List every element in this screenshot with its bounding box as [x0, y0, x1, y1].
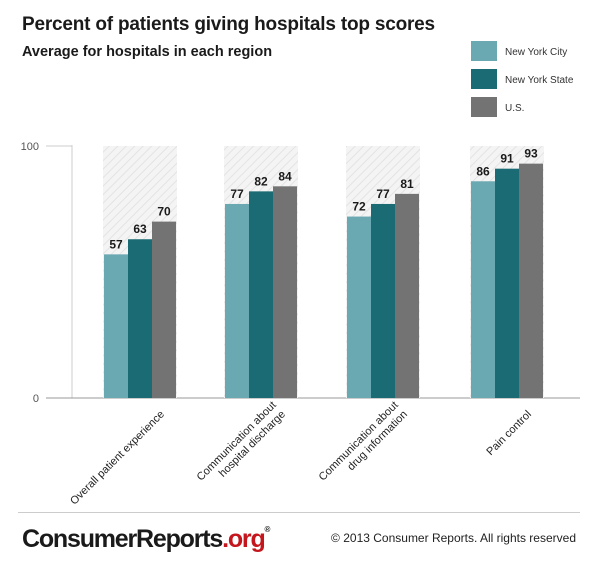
legend-swatch [471, 41, 497, 61]
consumer-reports-logo: ConsumerReports.org® [22, 525, 271, 553]
legend-swatch [471, 97, 497, 117]
data-label: 77 [230, 187, 244, 201]
legend-label: U.S. [505, 103, 524, 114]
bar-chart: New York City New York State U.S. 0 100 57 6… [21, 41, 580, 505]
x-tick-label-line: Overall patient experience [68, 408, 167, 505]
bar [519, 163, 543, 398]
footer-divider [18, 512, 580, 513]
data-label: 93 [524, 147, 538, 161]
data-label: 70 [157, 205, 171, 219]
x-tick-label: Pain control [484, 408, 534, 458]
legend-label: New York City [505, 47, 567, 58]
data-label: 72 [352, 200, 366, 214]
bar [395, 193, 419, 398]
data-label: 82 [254, 174, 268, 188]
value-labels: 57 63 70 77 82 84 72 77 81 86 91 93 [109, 147, 538, 252]
x-tick-label-line: Communication about [195, 399, 279, 483]
bar [225, 203, 249, 398]
legend: New York City New York State U.S. [471, 41, 574, 117]
legend-label: New York State [505, 75, 574, 86]
data-label: 81 [400, 177, 414, 191]
x-axis-labels: Overall patient experience Communication … [68, 399, 534, 505]
bar [495, 168, 519, 398]
copyright-notice: © 2013 Consumer Reports. All rights rese… [331, 531, 576, 545]
bar [104, 254, 128, 398]
chart-title: Percent of patients giving hospitals top… [22, 14, 435, 35]
x-tick-label-line: Pain control [484, 408, 534, 458]
data-label: 86 [476, 164, 490, 178]
bar [249, 191, 273, 398]
bar [471, 181, 495, 398]
data-label: 57 [109, 237, 123, 251]
y-tick-label: 100 [21, 141, 39, 153]
y-tick-label: 0 [33, 393, 39, 405]
bar [371, 203, 395, 398]
data-label: 91 [500, 152, 514, 166]
bar [347, 216, 371, 398]
chart-subtitle: Average for hospitals in each region [22, 44, 273, 60]
x-tick-label-line: Communication about [317, 399, 401, 483]
legend-swatch [471, 69, 497, 89]
data-label: 63 [133, 222, 147, 236]
x-tick-label: Overall patient experience [68, 408, 167, 505]
bar [128, 239, 152, 398]
data-label: 84 [278, 169, 292, 183]
bar [273, 186, 297, 398]
data-label: 77 [376, 187, 390, 201]
bar [152, 221, 176, 398]
bars [104, 163, 543, 398]
